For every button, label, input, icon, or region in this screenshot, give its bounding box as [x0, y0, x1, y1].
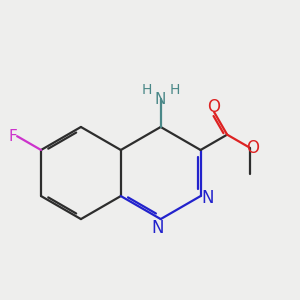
Text: N: N — [201, 189, 214, 207]
Text: O: O — [208, 98, 220, 116]
Text: H: H — [142, 83, 152, 97]
Text: H: H — [169, 83, 180, 97]
Text: N: N — [152, 219, 164, 237]
Text: O: O — [246, 139, 259, 157]
Text: F: F — [8, 129, 17, 144]
Text: N: N — [155, 92, 166, 107]
